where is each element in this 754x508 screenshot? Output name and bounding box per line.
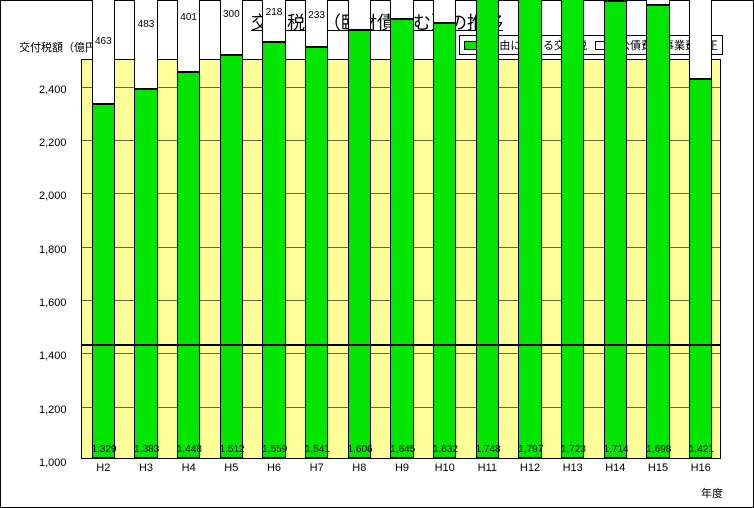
bar-column: 1,541233 <box>305 58 328 458</box>
bar-segment <box>134 89 157 458</box>
x-tick: H7 <box>310 462 324 474</box>
bar-segment <box>305 47 328 458</box>
bar-column: 1,606251 <box>348 58 371 458</box>
bar-column: 1,559218 <box>262 58 285 458</box>
bar-segment <box>604 1 627 458</box>
bar-value-label: 218 <box>262 7 285 18</box>
bar-segment <box>689 79 712 458</box>
bar-segment <box>305 0 328 47</box>
bar-value-label: 1,748 <box>476 444 499 455</box>
bar-column: 1,421644 <box>689 58 712 458</box>
bar-value-label: 1,383 <box>134 444 157 455</box>
bar-value-label: 401 <box>177 12 200 23</box>
y-tick: 1,400 <box>39 350 107 362</box>
x-tick: H8 <box>352 462 366 474</box>
bar-value-label: 1,723 <box>561 444 584 455</box>
bar-value-label: 1,606 <box>348 444 371 455</box>
bar-value-label: 1,645 <box>390 444 413 455</box>
y-tick: 2,400 <box>39 84 107 96</box>
x-tick: H11 <box>478 462 497 474</box>
bar-segment <box>433 0 456 23</box>
y-tick: 1,600 <box>39 297 107 309</box>
bar-segment <box>476 0 499 458</box>
bar-segment <box>518 0 541 458</box>
bar-value-label: 483 <box>134 19 157 30</box>
bar-value-label: 1,541 <box>305 444 328 455</box>
bar-value-label: 1,698 <box>646 444 669 455</box>
bars-layer: 1,329463H21,383483H31,448401H41,512300H5… <box>82 60 720 458</box>
bar-value-label: 1,559 <box>262 444 285 455</box>
bar-column: 1,632338 <box>433 58 456 458</box>
bar-segment <box>348 30 371 458</box>
x-axis-label: 年度 <box>701 485 723 501</box>
bar-value-label: 1,512 <box>220 444 243 455</box>
bar-segment <box>604 0 627 1</box>
bar-value-label: 1,448 <box>177 444 200 455</box>
bar-segment <box>134 0 157 89</box>
x-tick: H4 <box>182 462 196 474</box>
x-tick: H9 <box>395 462 409 474</box>
bar-segment <box>348 0 371 30</box>
bar-column: 1,645284 <box>390 58 413 458</box>
bar-column: 1,512300 <box>220 58 243 458</box>
bar-segment <box>390 19 413 458</box>
x-tick: H16 <box>691 462 711 474</box>
plot-area: 1,329463H21,383483H31,448401H41,512300H5… <box>81 59 721 459</box>
bar-column: 1,748396 <box>476 58 499 458</box>
chart-title: 交付税額（臨財債含む）の推移 <box>251 9 503 35</box>
bar-value-label: 251 <box>348 0 371 1</box>
bar-segment <box>433 23 456 458</box>
x-tick: H12 <box>520 462 540 474</box>
bar-column: 1,448401 <box>177 58 200 458</box>
chart-container: 交付税額（臨財債含む）の推移 交付税額（億円） 年度 自由に使える交付税 公債費… <box>0 0 754 508</box>
bar-value-label: 1,329 <box>92 444 115 455</box>
bar-value-label: 463 <box>92 36 115 47</box>
bar-segment <box>220 55 243 458</box>
reference-line <box>82 344 720 346</box>
bar-column: 1,797444 <box>518 58 541 458</box>
bar-value-label: 1,797 <box>518 444 541 455</box>
bar-column: 1,329463 <box>92 58 115 458</box>
bar-segment <box>646 5 669 458</box>
y-tick: 2,000 <box>39 190 107 202</box>
bar-column: 1,714570 <box>604 58 627 458</box>
y-tick: 1,000 <box>39 457 107 469</box>
y-tick: 1,800 <box>39 244 107 256</box>
bar-column: 1,698620 <box>646 58 669 458</box>
bar-column: 1,723497 <box>561 58 584 458</box>
x-tick: H3 <box>139 462 153 474</box>
x-tick: H10 <box>435 462 455 474</box>
x-tick: H5 <box>224 462 238 474</box>
bar-value-label: 1,632 <box>433 444 456 455</box>
bar-column: 1,383483 <box>134 58 157 458</box>
bar-value-label: 1,714 <box>604 444 627 455</box>
bar-value-label: 300 <box>220 9 243 20</box>
bar-segment <box>177 0 200 72</box>
x-tick: H15 <box>648 462 668 474</box>
bar-value-label: 1,421 <box>689 444 712 455</box>
y-tick: 1,200 <box>39 404 107 416</box>
y-tick: 2,200 <box>39 137 107 149</box>
x-tick: H6 <box>267 462 281 474</box>
bar-segment <box>646 0 669 5</box>
x-tick: H13 <box>563 462 583 474</box>
bar-segment <box>177 72 200 458</box>
bar-segment <box>390 0 413 19</box>
x-tick: H14 <box>605 462 625 474</box>
bar-segment <box>561 0 584 458</box>
bar-value-label: 233 <box>305 10 328 21</box>
bar-segment <box>689 0 712 79</box>
bar-segment <box>262 42 285 458</box>
